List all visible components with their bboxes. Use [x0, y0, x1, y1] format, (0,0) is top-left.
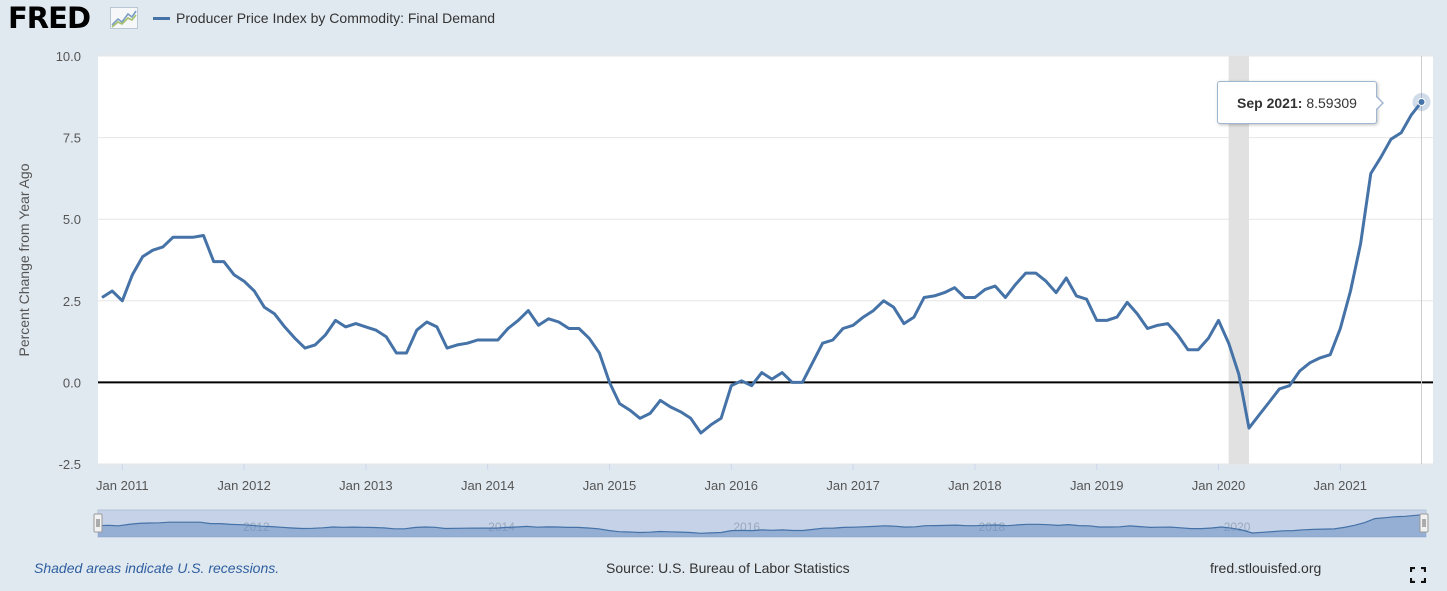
x-tick-label: Jan 2014 — [461, 478, 515, 493]
range-navigator[interactable]: 20122014201620182020 — [92, 508, 1432, 538]
legend-label: Producer Price Index by Commodity: Final… — [176, 10, 496, 26]
x-tick-label: Jan 2020 — [1192, 478, 1246, 493]
x-axis-ticks: Jan 2011 Jan 2012 Jan 2013 Jan 2014 Jan 2015… — [96, 464, 1367, 493]
fred-logo[interactable]: FRED — [8, 1, 91, 35]
hover-point[interactable] — [1417, 98, 1426, 107]
x-tick-label: Jan 2011 — [96, 478, 149, 493]
y-tick-label: 0.0 — [63, 375, 81, 390]
navigator-area — [98, 514, 1426, 537]
plot-background — [98, 56, 1433, 464]
x-tick-label: Jan 2019 — [1070, 478, 1124, 493]
navigator-handle-right[interactable] — [1419, 513, 1429, 533]
tooltip-date: Sep 2021 — [1237, 94, 1298, 111]
series-line-ppi[interactable] — [101, 101, 1423, 435]
tooltip-value: 8.59309 — [1306, 94, 1357, 111]
source-text: Source: U.S. Bureau of Labor Statistics — [606, 560, 850, 576]
x-tick-label: Jan 2017 — [826, 478, 880, 493]
legend-swatch — [153, 16, 170, 20]
y-tick-label: 10.0 — [56, 49, 81, 64]
x-tick-label: Jan 2018 — [948, 478, 1002, 493]
fullscreen-icon[interactable] — [1410, 567, 1426, 583]
site-link[interactable]: fred.stlouisfed.org — [1210, 560, 1322, 576]
y-tick-label: 7.5 — [63, 131, 81, 146]
y-axis-label: Percent Change from Year Ago — [16, 163, 32, 356]
chart: 10.07.55.02.50.0-2.5 Jan 2011 Jan 2012 Jan… — [16, 49, 1433, 493]
y-tick-label: 2.5 — [63, 294, 81, 309]
tooltip: Sep 2021: 8.59309 — [1217, 81, 1384, 124]
x-tick-label: Jan 2015 — [583, 478, 637, 493]
y-tick-label: 5.0 — [63, 212, 81, 227]
y-tick-label: -2.5 — [59, 457, 81, 472]
legend[interactable]: Producer Price Index by Commodity: Final… — [153, 10, 495, 26]
navigator-line — [97, 514, 1427, 534]
y-axis-ticks: 10.0 7.5 5.0 2.5 0.0 -2.5 — [56, 49, 81, 472]
recession-note: Shaded areas indicate U.S. recessions. — [34, 560, 280, 576]
tooltip-arrow — [1375, 95, 1384, 111]
graph-icon — [110, 7, 138, 29]
x-tick-label: Jan 2013 — [339, 478, 393, 493]
chart-header: FRED Producer Price Index by Commodity: … — [0, 0, 1447, 40]
x-tick-label: Jan 2021 — [1314, 478, 1368, 493]
x-tick-label: Jan 2016 — [705, 478, 759, 493]
x-tick-label: Jan 2012 — [217, 478, 271, 493]
navigator-handle-left[interactable] — [93, 513, 103, 533]
